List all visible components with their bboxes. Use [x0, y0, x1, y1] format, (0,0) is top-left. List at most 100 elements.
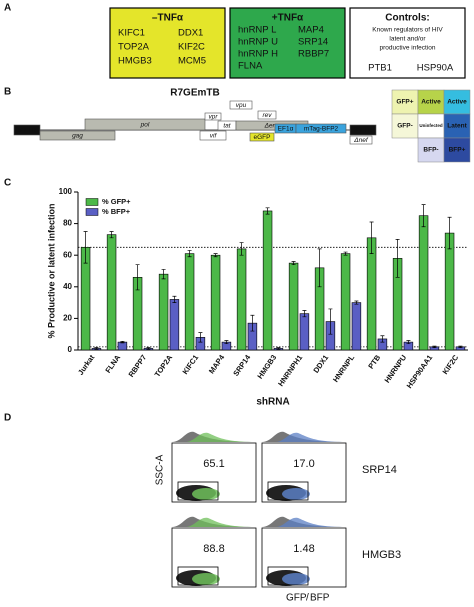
- y-tick-label: 40: [63, 282, 72, 291]
- gene-label: vif: [210, 133, 218, 140]
- matrix-cell-label: Uninfected: [419, 123, 443, 128]
- gene-label: pol: [140, 122, 150, 129]
- row-label: GFP-: [397, 123, 413, 130]
- error-bar: [458, 345, 463, 348]
- bar: [444, 232, 455, 351]
- row-header: [391, 113, 419, 139]
- error-bar: [187, 250, 192, 258]
- bar: [236, 248, 247, 351]
- gene-label: mTag-BFP2: [304, 126, 339, 133]
- x-tick-label: PTB: [366, 353, 382, 371]
- error-bar: [146, 347, 151, 350]
- box-description: Known regulators of HIV: [372, 27, 443, 34]
- y-tick-label: 60: [63, 250, 72, 259]
- error-bar: [343, 251, 348, 256]
- gate: [267, 566, 309, 586]
- x-tick-label: KIFC1: [180, 353, 200, 376]
- panel-label: C: [4, 178, 11, 189]
- histogram: [262, 431, 346, 442]
- gate-percentage: 65.1: [203, 458, 224, 470]
- error-bar: [432, 345, 437, 348]
- error-bar: [447, 216, 452, 250]
- error-bar: [302, 310, 307, 318]
- bar: [340, 253, 351, 351]
- error-bar: [109, 231, 114, 239]
- box-item: hnRNP H: [238, 49, 278, 60]
- box-item: PTB1: [368, 63, 392, 74]
- legend-label: % BFP+: [102, 207, 131, 216]
- histogram: [186, 432, 256, 442]
- legend-swatch: [85, 208, 99, 216]
- bar: [366, 237, 377, 351]
- gene-label: Δenv: [264, 123, 281, 130]
- panel-label: B: [4, 87, 11, 98]
- error-bar: [213, 253, 218, 258]
- col-header: [417, 137, 445, 163]
- box-item: RBBP7: [298, 49, 329, 60]
- panel-label: D: [4, 413, 11, 424]
- gene-label: gag: [72, 133, 83, 140]
- gene-label: 5' LTR: [18, 127, 37, 134]
- histogram: [276, 517, 346, 527]
- error-bar: [421, 204, 426, 228]
- x-axis-label: shRNA: [256, 397, 289, 408]
- error-bar: [291, 261, 296, 266]
- row-label: HMGB3: [362, 549, 401, 561]
- gene: [39, 130, 116, 141]
- bar: [351, 302, 362, 351]
- gene-label: rev: [262, 112, 272, 119]
- box-item: MAP4: [298, 25, 324, 36]
- matrix-cell: [417, 113, 445, 139]
- y-tick-label: 100: [59, 187, 73, 196]
- error-bar: [161, 269, 166, 280]
- error-bar: [395, 239, 400, 278]
- row-label: GFP+: [396, 99, 413, 106]
- error-bar: [172, 295, 177, 303]
- gate-percentage: 17.0: [293, 458, 314, 470]
- x-tick-label: RBPP7: [127, 353, 149, 379]
- box-title: –TNFα: [152, 13, 184, 24]
- matrix-cell-label: Active: [421, 99, 441, 106]
- gate: [267, 481, 309, 501]
- error-bar: [135, 264, 140, 291]
- x-tick-label: HSP90AA1: [405, 353, 435, 390]
- matrix-cell-label: Active: [447, 99, 467, 106]
- box-item: HSP90A: [417, 63, 454, 74]
- gene: [349, 124, 377, 136]
- box-title: Controls:: [385, 13, 429, 24]
- event-cloud: [192, 573, 220, 585]
- box-item: MCM5: [178, 56, 206, 67]
- x-axis-label: BFP: [310, 593, 330, 604]
- box-item: SRP14: [298, 37, 328, 48]
- x-tick-label: DDX1: [311, 353, 330, 375]
- error-bar: [94, 347, 99, 350]
- x-tick-label: FLNA: [103, 353, 122, 375]
- error-bar: [317, 248, 322, 288]
- matrix-cell: [443, 89, 471, 115]
- error-bar: [276, 347, 281, 350]
- box-item: DDX1: [178, 28, 203, 39]
- x-tick-label: TOP2A: [153, 353, 175, 379]
- bar: [158, 273, 169, 351]
- matrix-cell: [443, 113, 471, 139]
- y-axis-label: SSC-A: [155, 454, 166, 485]
- legend-swatch: [85, 198, 99, 206]
- gene-label: 3' LTR: [354, 127, 373, 134]
- col-header: [443, 137, 471, 163]
- x-tick-label: MAP4: [207, 352, 227, 375]
- box-item: KIFC1: [118, 28, 145, 39]
- box-item: HMGB3: [118, 56, 152, 67]
- y-tick-label: 80: [63, 219, 72, 228]
- gene-label: EF1α: [278, 126, 294, 133]
- gene: [199, 130, 227, 141]
- row-label: SRP14: [362, 464, 397, 476]
- x-axis-label: /: [306, 593, 309, 604]
- histogram: [276, 432, 346, 442]
- row-header: [391, 89, 419, 115]
- gene: [204, 112, 222, 121]
- error-bar: [354, 300, 359, 305]
- gate: [177, 481, 219, 501]
- gene-label: eGFP: [254, 134, 271, 141]
- gene: [249, 132, 275, 142]
- legend-label: % GFP+: [102, 197, 131, 206]
